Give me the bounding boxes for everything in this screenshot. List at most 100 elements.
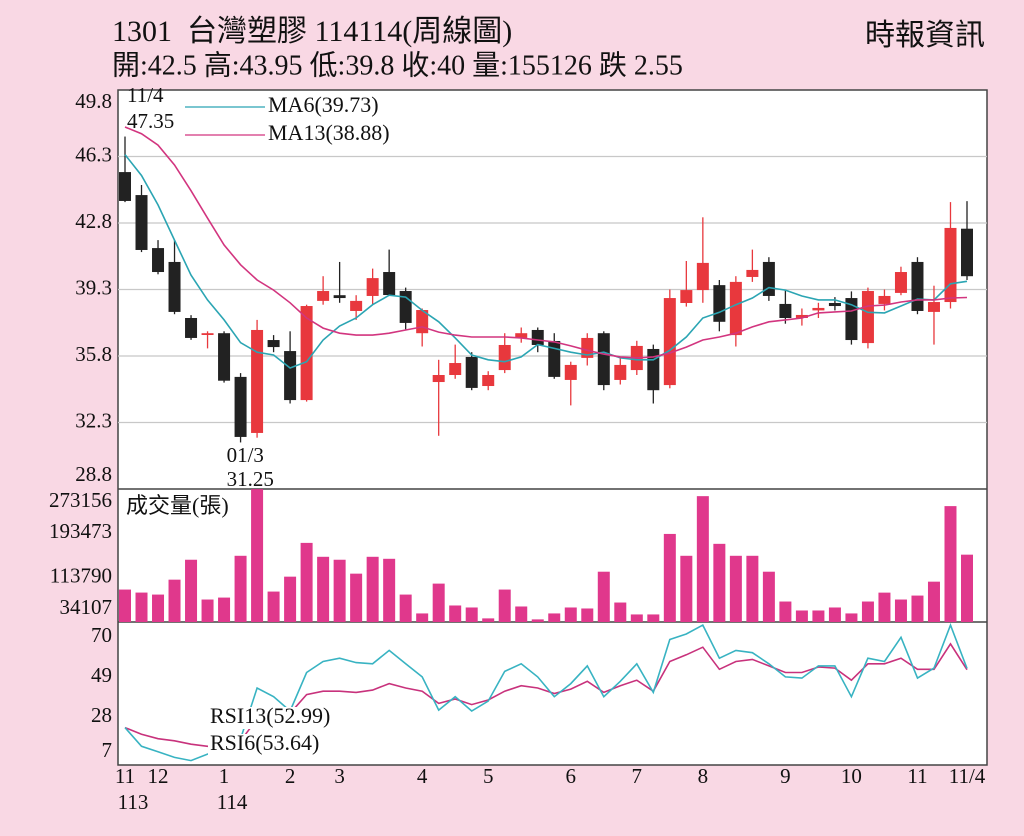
volume-bar (284, 576, 297, 622)
candle-body (680, 290, 693, 303)
volume-bar (152, 594, 165, 622)
x-tick-label: 2 (285, 764, 296, 788)
candle-body (201, 333, 214, 335)
annotation: 01/3 (227, 443, 264, 467)
volume-bar (746, 555, 759, 622)
candle-body (135, 195, 148, 250)
candle-body (927, 302, 940, 312)
x-tick-sublabel: 114 (217, 790, 248, 814)
volume-bar (548, 613, 561, 622)
y-tick-label: 34107 (60, 595, 113, 619)
candle-body (861, 291, 874, 344)
candle-body (531, 329, 544, 345)
candle-body (845, 298, 858, 341)
volume-bar (894, 599, 907, 622)
y-tick-label: 113790 (50, 563, 112, 587)
candle-body (300, 306, 313, 401)
volume-bar (845, 613, 858, 622)
volume-bar (630, 614, 643, 622)
candle-body (498, 344, 511, 371)
x-tick-label: 12 (148, 764, 169, 788)
volume-bar (515, 606, 528, 622)
volume-bar (696, 496, 709, 622)
x-tick-label: 4 (417, 764, 428, 788)
y-tick-label: 7 (102, 738, 113, 762)
y-tick-label: 42.8 (75, 209, 112, 233)
volume-bar (795, 610, 808, 622)
volume-bar (944, 506, 957, 622)
y-tick-label: 32.3 (75, 408, 112, 432)
y-tick-label: 35.8 (75, 342, 112, 366)
legend-label: MA13(38.88) (268, 120, 390, 145)
volume-bar (465, 607, 478, 622)
volume-bar (581, 608, 594, 622)
candle-body (894, 272, 907, 293)
x-tick-label: 8 (698, 764, 709, 788)
candle-body (350, 300, 363, 311)
candle-body (746, 269, 759, 277)
x-tick-label: 10 (841, 764, 862, 788)
y-tick-label: 46.3 (75, 142, 112, 166)
volume-bar (828, 607, 841, 622)
volume-bar (927, 581, 940, 622)
candle-body (828, 302, 841, 307)
volume-bar (498, 589, 511, 622)
chart-title: 1301 台灣塑膠 114114(周線圖) (112, 15, 512, 48)
candle-body (119, 172, 131, 201)
volume-bar (680, 555, 693, 622)
x-tick-label: 11/4 (949, 764, 986, 788)
candle-body (581, 337, 594, 358)
candle-body (729, 281, 742, 336)
y-tick-label: 28 (91, 703, 112, 727)
volume-bar (168, 579, 181, 622)
volume-bar (663, 533, 676, 622)
volume-bar (449, 605, 462, 622)
candle-body (812, 307, 825, 311)
candle-body (911, 261, 924, 311)
x-tick-label: 5 (483, 764, 494, 788)
candle-body (234, 376, 247, 437)
volume-bar (416, 613, 429, 622)
y-tick-label: 28.8 (75, 462, 112, 486)
volume-bar (647, 614, 660, 622)
candle-body (597, 333, 610, 386)
x-tick-label: 7 (632, 764, 643, 788)
candle-body (267, 340, 280, 348)
y-tick-label: 273156 (49, 488, 112, 512)
volume-bar (812, 610, 825, 622)
plot-area (117, 89, 988, 766)
volume-bar (218, 597, 231, 622)
volume-bar (119, 589, 131, 622)
volume-bar (779, 601, 792, 622)
chart-subtitle: 開:42.5 高:43.95 低:39.8 收:40 量:155126 跌 2.… (112, 49, 683, 81)
volume-bar (300, 542, 313, 622)
legend-label: MA6(39.73) (268, 92, 379, 117)
x-tick-sublabel: 113 (118, 790, 149, 814)
candle-body (696, 262, 709, 291)
candle-body (961, 228, 973, 277)
legend-box (208, 707, 348, 729)
volume-bar (713, 543, 726, 622)
y-tick-label: 49.8 (75, 89, 112, 113)
legend-label: RSI6(53.64) (210, 730, 319, 755)
volume-bar (317, 556, 330, 622)
series-line (124, 126, 968, 359)
volume-bar (185, 559, 198, 622)
legend-box (208, 734, 348, 756)
panel-title: 成交量(張) (126, 493, 229, 518)
annotation: 47.35 (127, 109, 174, 133)
volume-bar (267, 591, 280, 622)
candle-body (251, 329, 264, 433)
candle-body (366, 278, 379, 296)
x-tick-label: 3 (334, 764, 345, 788)
candle-body (449, 363, 462, 375)
candle-body (515, 333, 528, 338)
volume-bar (878, 592, 891, 622)
x-tick-label: 11 (907, 764, 927, 788)
candle-body (168, 261, 181, 312)
volume-bar (762, 571, 775, 622)
volume-bar (531, 619, 544, 622)
candle-body (779, 303, 792, 318)
volume-bar (911, 595, 924, 622)
